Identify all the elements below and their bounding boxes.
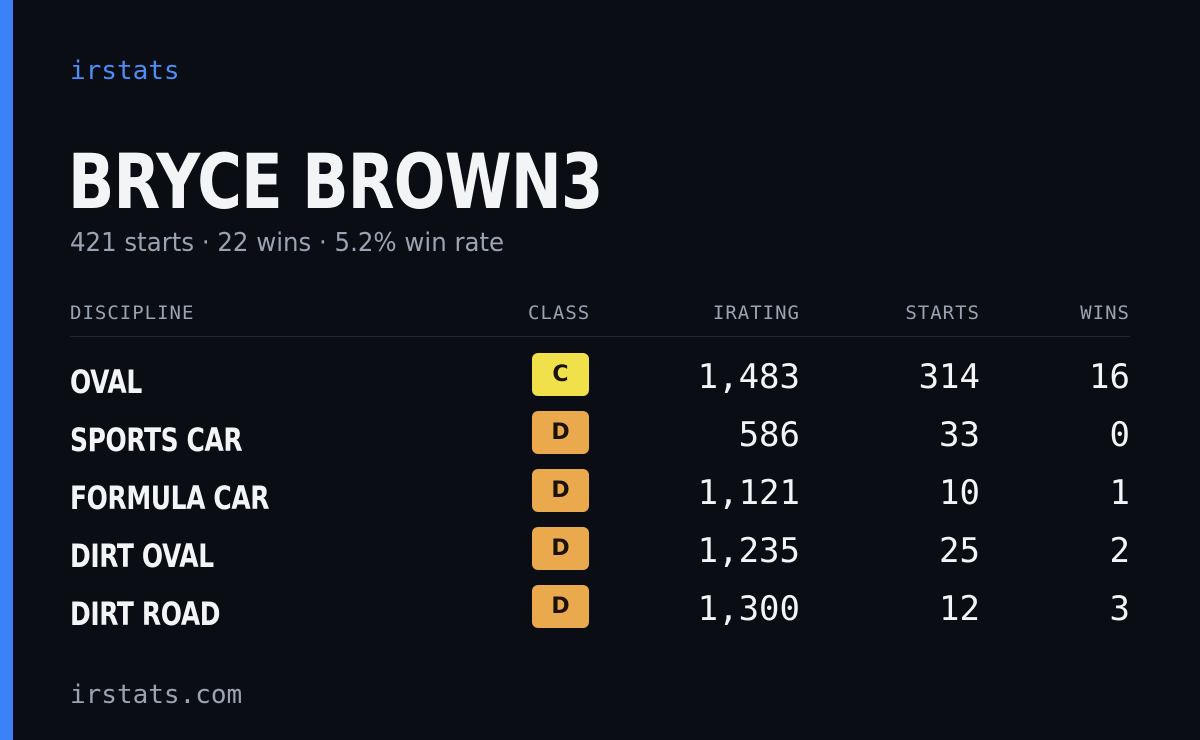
discipline-name: DIRT OVAL	[70, 537, 214, 575]
irating-value: 1,121	[697, 473, 800, 513]
irating-value: 586	[738, 415, 800, 455]
starts-value: 314	[918, 357, 980, 397]
table-row: SPORTS CAR D 586 33 0	[70, 411, 1130, 469]
irating-value: 1,235	[697, 531, 800, 571]
header-starts: STARTS	[905, 302, 980, 324]
header-irating: IRATING	[712, 302, 800, 324]
class-badge: D	[532, 469, 589, 512]
header-wins: WINS	[1080, 302, 1130, 324]
wins-value: 3	[1109, 589, 1130, 629]
player-summary: 421 starts · 22 wins · 5.2% win rate	[70, 228, 505, 258]
header-class: CLASS	[528, 302, 591, 324]
table-header: DISCIPLINE CLASS IRATING STARTS WINS	[70, 296, 1130, 337]
class-badge: C	[532, 353, 589, 396]
discipline-name: SPORTS CAR	[70, 421, 243, 459]
table-row: OVAL C 1,483 314 16	[70, 353, 1130, 411]
discipline-name: DIRT ROAD	[70, 595, 221, 633]
wins-value: 1	[1109, 473, 1130, 513]
class-badge: D	[532, 411, 589, 454]
wins-value: 2	[1109, 531, 1130, 571]
discipline-name: OVAL	[70, 363, 142, 401]
starts-value: 33	[939, 415, 980, 455]
player-name: BRYCE BROWN3	[68, 137, 603, 226]
table-body: OVAL C 1,483 314 16 SPORTS CAR D 586 33 …	[70, 353, 1130, 643]
brand-logo: irstats	[70, 56, 180, 86]
class-badge: D	[532, 585, 589, 628]
irating-value: 1,300	[697, 589, 800, 629]
irating-value: 1,483	[697, 357, 800, 397]
stats-table: DISCIPLINE CLASS IRATING STARTS WINS OVA…	[70, 296, 1130, 643]
discipline-name: FORMULA CAR	[70, 479, 270, 517]
class-badge: D	[532, 527, 589, 570]
starts-value: 25	[939, 531, 980, 571]
wins-value: 0	[1109, 415, 1130, 455]
table-row: DIRT ROAD D 1,300 12 3	[70, 585, 1130, 643]
header-discipline: DISCIPLINE	[70, 302, 195, 324]
starts-value: 10	[939, 473, 980, 513]
starts-value: 12	[939, 589, 980, 629]
footer-domain: irstats.com	[70, 680, 243, 710]
table-row: FORMULA CAR D 1,121 10 1	[70, 469, 1130, 527]
table-row: DIRT OVAL D 1,235 25 2	[70, 527, 1130, 585]
accent-bar	[0, 0, 13, 740]
wins-value: 16	[1089, 357, 1130, 397]
